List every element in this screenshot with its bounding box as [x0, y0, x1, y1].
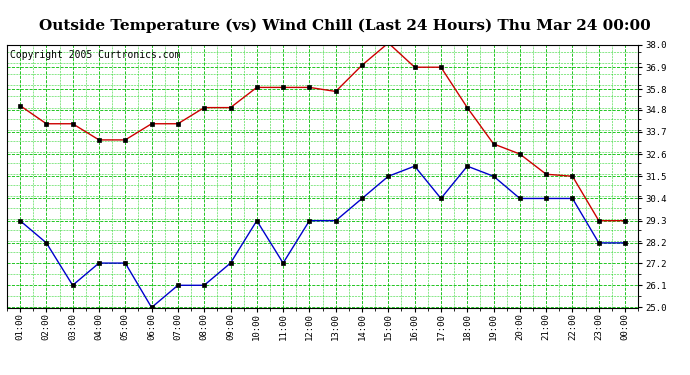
Text: Outside Temperature (vs) Wind Chill (Last 24 Hours) Thu Mar 24 00:00: Outside Temperature (vs) Wind Chill (Las…: [39, 19, 651, 33]
Text: Copyright 2005 Curtronics.com: Copyright 2005 Curtronics.com: [10, 50, 180, 60]
